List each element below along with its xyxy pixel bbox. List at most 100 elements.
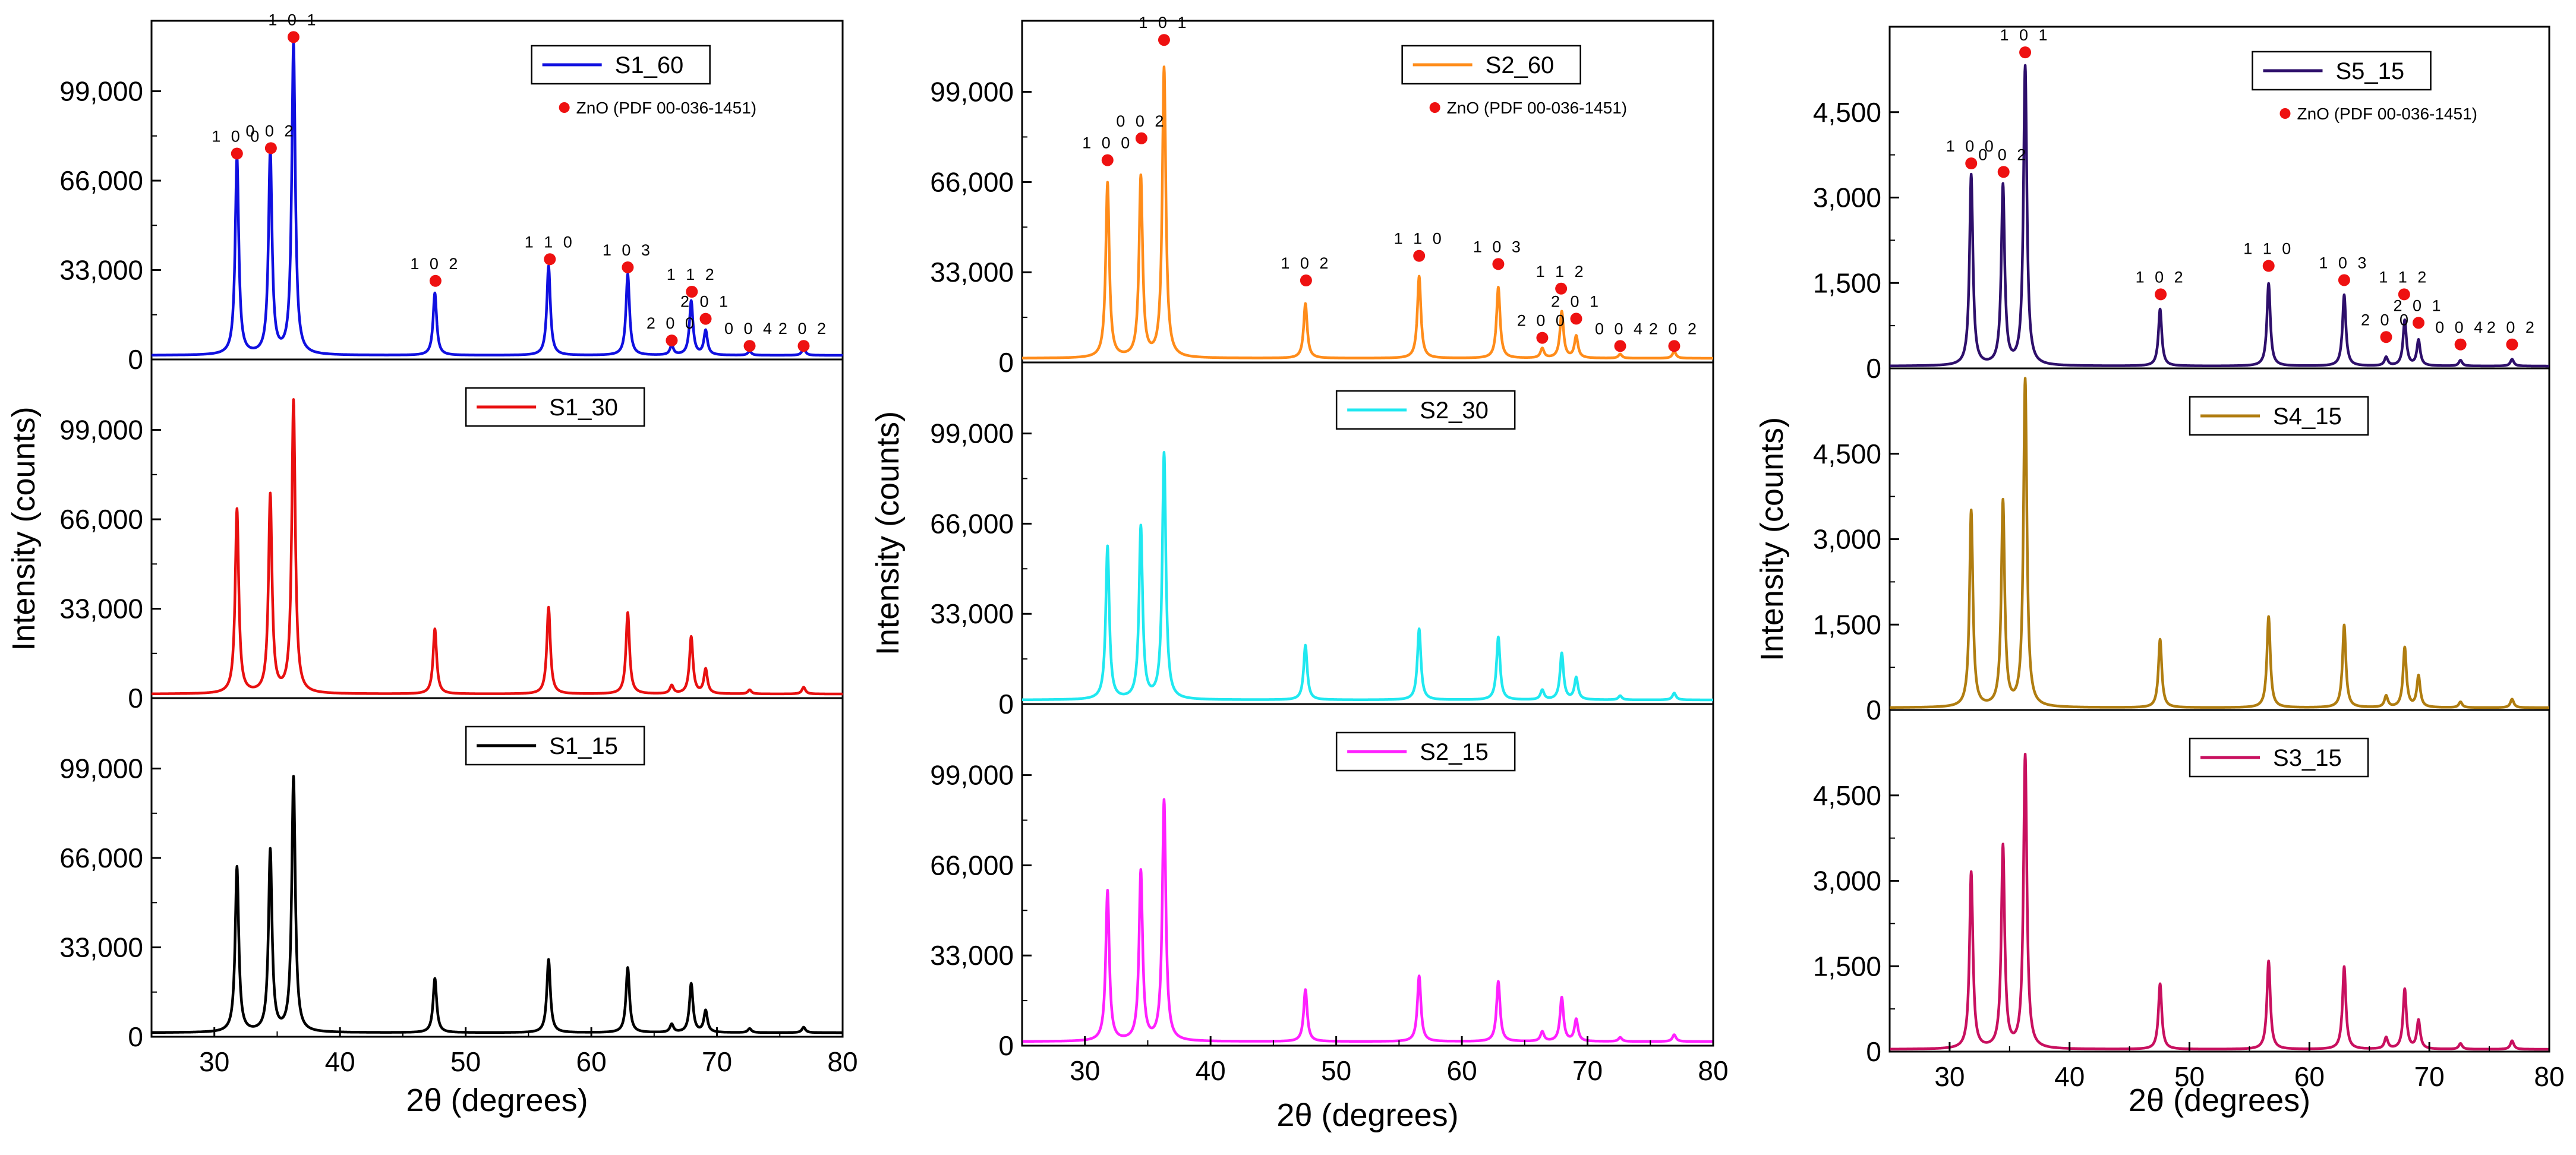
reflection-marker [2413,317,2425,329]
y-tick-label: 33,000 [59,255,143,286]
reference-markers: ZnO (PDF 00-036-1451)1 0 00 0 21 0 11 0 … [1082,14,1697,352]
y-tick-label: 33,000 [59,594,143,624]
reflection-marker [666,334,678,347]
reference-legend-label: ZnO (PDF 00-036-1451) [1447,99,1627,117]
series-line-S1_15 [150,775,844,1034]
reflection-hkl-label: 0 0 2 [1978,146,2029,163]
reflection-hkl-label: 1 1 0 [525,233,575,251]
reflection-marker [797,340,810,352]
y-tick-label: 0 [1866,1036,1881,1067]
reflection-marker [1135,132,1147,144]
x-tick-label: 40 [2054,1061,2085,1092]
reflection-marker [1668,340,1680,352]
series-line-S2_15 [1021,798,1714,1043]
legend-S2_60: S2_60 [1401,45,1581,85]
legend-S2_30: S2_30 [1335,390,1516,430]
x-tick-label: 50 [2174,1061,2205,1092]
series-line-S4_15 [1888,377,2550,709]
series-line-S3_15 [1888,753,2550,1051]
reflection-marker [1536,332,1549,344]
reflection-hkl-label: 2 0 1 [2393,296,2443,314]
reference-markers: ZnO (PDF 00-036-1451)1 0 00 0 21 0 11 0 … [212,11,826,352]
y-axis-title: Intensity (counts) [1754,417,1790,661]
legend-S5_15: S5_15 [2252,51,2432,91]
y-tick-label: 66,000 [930,166,1014,197]
x-tick-label: 70 [702,1046,732,1077]
panel-S4_15: 0 1,500 3,000 4,500 S4_15 [1813,367,2550,725]
x-tick-label: 70 [2414,1061,2445,1092]
x-tick-label: 60 [576,1046,607,1077]
reflection-marker [743,340,756,352]
reflection-hkl-label: 1 0 1 [268,11,319,29]
reflection-marker [1614,340,1626,352]
y-tick-label: 4,500 [1813,97,1881,128]
panel-S2_15: 0 33,000 66,000 99,000 S2_15 [930,703,1714,1061]
y-tick-label: 99,000 [59,415,143,446]
x-tick-label: 30 [1070,1055,1100,1086]
reflection-hkl-label: 2 0 0 [2361,311,2411,329]
x-tick-label: 80 [827,1046,857,1077]
y-tick-label: 1,500 [1813,951,1881,982]
legend-S1_30: S1_30 [465,387,645,427]
series-line-S5_15 [1888,64,2550,368]
reflection-hkl-label: 1 0 2 [1281,254,1331,272]
reflection-marker [1158,34,1170,46]
reflection-marker [2338,274,2350,286]
x-tick-label: 50 [450,1046,481,1077]
y-tick-label: 1,500 [1813,267,1881,298]
reflection-marker [1101,154,1114,166]
reflection-marker [699,313,712,325]
legend-S3_15: S3_15 [2189,737,2369,778]
series-line-S2_30 [1021,451,1714,702]
reflection-marker [1965,157,1978,169]
reflection-hkl-label: 1 0 3 [2319,254,2369,272]
panel-frame [150,697,844,1038]
legend-label: S5_15 [2336,58,2405,84]
reflection-hkl-label: 1 0 0 [212,127,262,145]
reflection-hkl-label: 2 0 1 [1551,292,1601,310]
panel-S2_30: 0 33,000 66,000 99,000 S2_30 [930,361,1714,719]
reflection-marker [2380,331,2392,343]
reflection-hkl-label: 1 0 1 [1139,14,1189,31]
reflection-marker [287,31,299,43]
series-line-S1_30 [150,398,844,696]
y-tick-label: 3,000 [1813,866,1881,897]
panel-S3_15: 0 1,500 3,000 4,500 S3_15 [1813,709,2550,1067]
legend-S1_60: S1_60 [531,45,711,85]
y-tick-label: 0 [1866,353,1881,384]
reflection-marker [2454,338,2467,351]
reflection-hkl-label: 1 0 3 [603,241,653,259]
y-tick-label: 0 [998,347,1014,378]
x-axis-title: 2θ (degrees) [1276,1097,1458,1133]
reflection-hkl-label: 1 0 2 [410,255,461,273]
x-tick-label: 70 [1572,1055,1603,1086]
reflection-hkl-label: 2 0 1 [680,293,731,311]
x-tick-label: 40 [1196,1055,1226,1086]
reflection-hkl-label: 0 0 4 [1595,320,1645,337]
reference-legend-label: ZnO (PDF 00-036-1451) [576,99,756,117]
reflection-marker [1570,313,1582,325]
y-tick-label: 66,000 [59,842,143,873]
reflection-hkl-label: 1 0 1 [2000,26,2051,44]
x-tick-label: 50 [1321,1055,1351,1086]
reflection-marker [429,274,442,287]
y-tick-label: 0 [1866,695,1881,725]
reflection-marker [2019,46,2032,59]
reflection-hkl-label: 1 1 2 [1536,263,1587,280]
reflection-hkl-label: 0 0 4 [2435,318,2486,336]
y-tick-label: 4,500 [1813,780,1881,811]
panel-S1_30: 0 33,000 66,000 99,000 S1_30 [59,358,844,714]
reference-markers: ZnO (PDF 00-036-1451)1 0 00 0 21 0 11 0 … [1946,26,2534,351]
reflection-marker [1555,282,1568,295]
legend-label: S1_30 [549,395,618,421]
y-tick-label: 0 [128,344,143,375]
legend-label: S4_15 [2273,403,2342,430]
reflection-hkl-label: 1 1 2 [2379,268,2429,286]
reflection-marker [1997,166,2010,178]
x-tick-label: 30 [199,1046,229,1077]
legend-S4_15: S4_15 [2189,396,2369,436]
